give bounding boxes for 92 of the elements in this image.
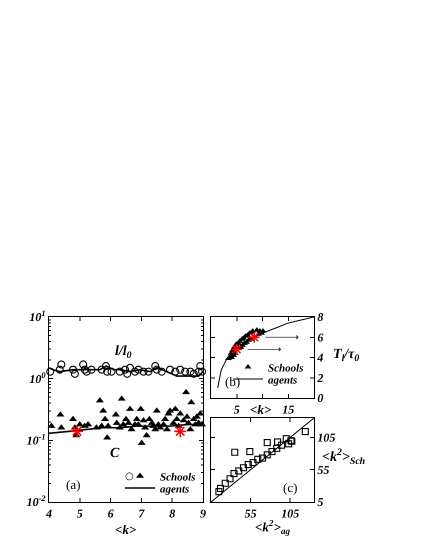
point	[134, 366, 142, 374]
point	[226, 475, 234, 482]
point	[222, 480, 229, 487]
legend-label: Schools	[160, 471, 196, 484]
point	[82, 368, 91, 376]
legend-label: Schools	[268, 362, 304, 374]
point	[152, 366, 161, 374]
x-tick-label: 9	[200, 506, 206, 520]
point	[144, 368, 153, 376]
x-tick-label: 8	[169, 506, 176, 520]
annotation: (c)	[283, 480, 298, 495]
point	[166, 366, 174, 374]
point	[102, 362, 110, 370]
legend-label: agents	[160, 483, 190, 496]
point	[216, 484, 224, 492]
x-tick-label: 55	[244, 506, 257, 520]
point	[176, 366, 184, 374]
point	[171, 368, 180, 376]
point	[130, 368, 139, 376]
point	[186, 368, 194, 376]
x-tick-label: 105	[281, 506, 300, 520]
point	[302, 428, 309, 436]
x-tick-label: 6	[108, 506, 114, 520]
annotation: (a)	[66, 477, 80, 492]
point	[70, 424, 84, 438]
point	[107, 368, 116, 376]
point	[103, 368, 112, 376]
point	[230, 343, 243, 356]
y-tick-label: 8	[317, 310, 324, 324]
y-tick-label: 5	[317, 495, 324, 510]
point	[254, 456, 262, 463]
point	[181, 368, 190, 376]
y-tick-label: 2	[316, 370, 324, 385]
y-tick-label: 10$^{0}$	[29, 370, 46, 386]
point	[249, 459, 257, 466]
x-axis-title: <k$^{2}$>$_{ag}$	[255, 518, 290, 536]
point	[268, 448, 276, 456]
point	[248, 331, 260, 344]
y-tick-label: 105	[317, 430, 336, 445]
point	[264, 439, 271, 446]
y-tick-label: 10$^{-1}$	[26, 432, 46, 448]
point	[80, 366, 89, 374]
legend-label: agents	[268, 374, 298, 386]
point	[273, 444, 280, 452]
point	[274, 438, 282, 446]
point	[68, 366, 78, 374]
point	[196, 362, 204, 370]
point	[123, 370, 132, 378]
y-axis-title: T$_{l}$/τ$_{0}$	[333, 347, 360, 364]
x-tick-label: 5	[76, 506, 83, 520]
point	[230, 470, 238, 478]
point	[87, 366, 96, 374]
y-tick-label: 6	[317, 330, 324, 344]
annotation: ○	[125, 471, 134, 482]
y-tick-label: 0	[317, 391, 324, 406]
point	[151, 362, 160, 370]
point	[258, 454, 266, 462]
point	[158, 368, 166, 376]
y-tick-label: 10$^{-2}$	[26, 494, 46, 510]
point	[56, 366, 64, 374]
point	[190, 370, 198, 378]
y-tick-label: 4	[316, 350, 324, 365]
point	[246, 448, 254, 456]
point	[116, 368, 124, 376]
point	[285, 440, 292, 448]
point	[121, 366, 130, 374]
point	[240, 464, 248, 472]
x-axis-title: <k>	[115, 522, 137, 537]
point	[282, 435, 290, 442]
point	[98, 366, 106, 374]
point	[215, 488, 222, 496]
point	[79, 360, 88, 369]
x-tick-label: 7	[138, 506, 146, 520]
x-axis-title: <k>	[250, 402, 272, 417]
point	[173, 424, 187, 438]
point	[194, 368, 203, 376]
point	[235, 467, 242, 475]
y-tick-label: 10$^{1}$	[29, 309, 46, 324]
annotation: l/l$_{0}$	[115, 344, 132, 361]
point	[46, 368, 54, 376]
point	[278, 442, 286, 449]
point	[244, 460, 252, 468]
point	[264, 451, 271, 458]
point	[57, 360, 66, 369]
point	[126, 364, 134, 372]
annotation: C	[110, 446, 120, 461]
point	[198, 368, 206, 376]
annotation: (b)	[225, 374, 240, 389]
point	[231, 448, 238, 456]
x-tick-label: 15	[282, 402, 294, 416]
point	[140, 368, 148, 376]
point	[70, 370, 79, 378]
